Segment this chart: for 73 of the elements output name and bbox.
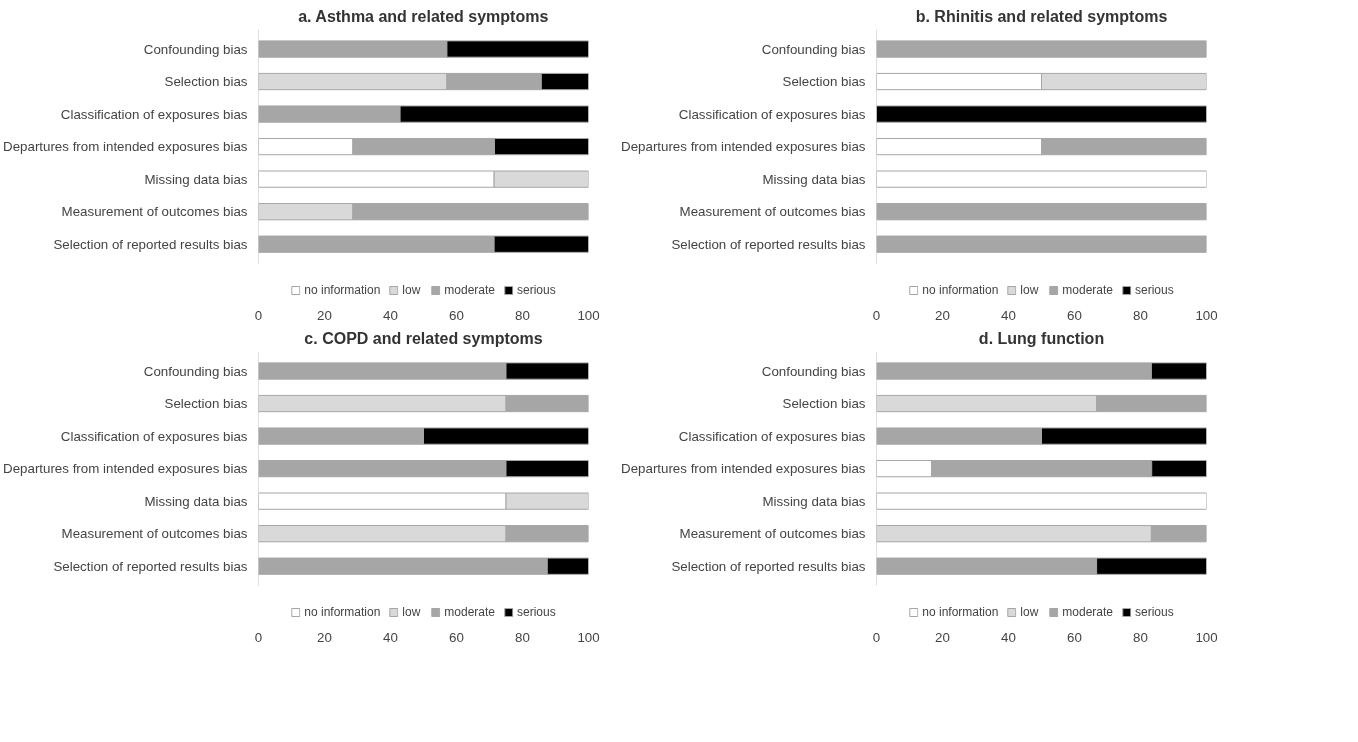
y-tick-label: Confounding bias <box>143 363 248 379</box>
legend-label: serious <box>1135 605 1174 619</box>
y-tick-label: Confounding bias <box>761 363 866 379</box>
x-tick-label: 0 <box>872 629 881 645</box>
legend-label: serious <box>1135 283 1174 297</box>
y-tick-label: Missing data bias <box>144 493 248 509</box>
y-tick-label: Selection of reported results bias <box>53 236 248 252</box>
x-tick-label: 60 <box>1067 307 1082 323</box>
x-tick-label: 40 <box>1001 307 1016 323</box>
y-tick-label: Selection bias <box>164 74 248 90</box>
chart-title: d. Lung function <box>978 329 1105 347</box>
x-tick-label: 40 <box>383 307 398 323</box>
x-tick-label: 20 <box>317 629 332 645</box>
chart-title: b. Rhinitis and related symptoms <box>915 7 1168 25</box>
x-tick-label: 80 <box>1133 629 1148 645</box>
y-tick-label: Confounding bias <box>143 41 248 57</box>
x-tick-label: 60 <box>1067 629 1082 645</box>
x-tick-label: 100 <box>1195 307 1218 323</box>
legend-label: serious <box>517 283 556 297</box>
y-tick-label: Departures from intended exposures bias <box>3 461 248 477</box>
y-tick-label: Missing data bias <box>144 171 248 187</box>
legend-label: no information <box>922 283 999 297</box>
x-tick-label: 20 <box>317 307 332 323</box>
y-tick-label: Measurement of outcomes bias <box>61 204 248 220</box>
y-tick-label: Selection of reported results bias <box>671 236 866 252</box>
x-tick-label: 80 <box>515 629 530 645</box>
x-tick-label: 20 <box>935 629 950 645</box>
x-tick-label: 100 <box>577 307 600 323</box>
x-tick-label: 80 <box>515 307 530 323</box>
x-tick-label: 20 <box>935 307 950 323</box>
y-tick-label: Classification of exposures bias <box>60 428 248 444</box>
x-tick-label: 0 <box>254 629 263 645</box>
legend-label: moderate <box>1062 605 1114 619</box>
legend-label: moderate <box>1062 283 1114 297</box>
chart-title: a. Asthma and related symptoms <box>298 7 549 25</box>
x-tick-label: 100 <box>1195 629 1218 645</box>
y-tick-label: Measurement of outcomes bias <box>679 526 866 542</box>
y-tick-label: Selection bias <box>782 396 866 412</box>
legend-label: low <box>1020 605 1040 619</box>
y-tick-label: Confounding bias <box>761 41 866 57</box>
legend-label: moderate <box>444 283 496 297</box>
x-tick-label: 40 <box>1001 629 1016 645</box>
y-tick-label: Measurement of outcomes bias <box>679 204 866 220</box>
x-tick-label: 0 <box>872 307 881 323</box>
y-tick-label: Selection of reported results bias <box>671 558 866 574</box>
y-tick-label: Departures from intended exposures bias <box>621 139 866 155</box>
chart-title: c. COPD and related symptoms <box>304 329 543 347</box>
y-tick-label: Selection of reported results bias <box>53 558 248 574</box>
x-tick-label: 60 <box>449 629 464 645</box>
legend-label: low <box>1020 283 1040 297</box>
x-tick-label: 100 <box>577 629 600 645</box>
x-tick-label: 0 <box>254 307 263 323</box>
y-tick-label: Missing data bias <box>762 171 866 187</box>
y-tick-label: Missing data bias <box>762 493 866 509</box>
y-tick-label: Selection bias <box>782 74 866 90</box>
bar <box>876 492 1207 510</box>
legend-label: serious <box>517 605 556 619</box>
legend-label: no information <box>304 605 381 619</box>
x-tick-label: 80 <box>1133 307 1148 323</box>
legend-label: no information <box>922 605 999 619</box>
legend-label: no information <box>304 283 381 297</box>
y-tick-label: Classification of exposures bias <box>678 428 866 444</box>
x-tick-label: 60 <box>449 307 464 323</box>
y-tick-label: Measurement of outcomes bias <box>61 526 248 542</box>
y-tick-label: Selection bias <box>164 396 248 412</box>
y-tick-label: Classification of exposures bias <box>678 106 866 122</box>
y-tick-label: Classification of exposures bias <box>60 106 248 122</box>
legend-label: low <box>402 605 422 619</box>
y-tick-label: Departures from intended exposures bias <box>3 139 248 155</box>
x-tick-label: 40 <box>383 629 398 645</box>
legend-label: low <box>402 283 422 297</box>
legend-label: moderate <box>444 605 496 619</box>
y-tick-label: Departures from intended exposures bias <box>621 461 866 477</box>
